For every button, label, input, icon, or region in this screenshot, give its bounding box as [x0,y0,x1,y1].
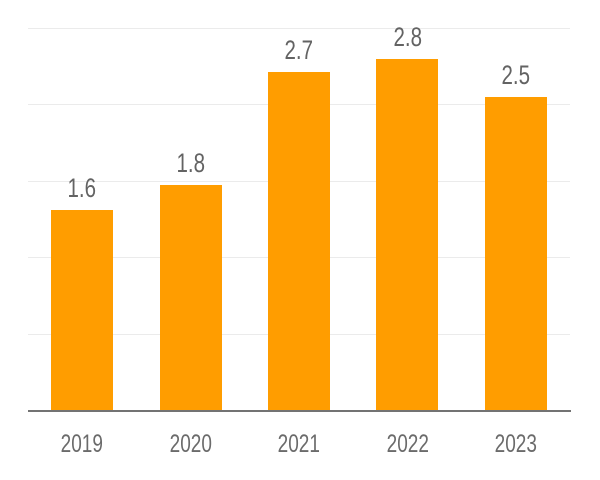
bar-2021 [267,71,330,410]
value-label-text: 2.7 [284,34,314,65]
x-label-2022: 2022 [353,432,461,457]
bar-band-2021: 2.7 [245,0,353,410]
bar-2022 [376,59,439,410]
value-label-text: 2.8 [393,22,422,53]
x-label-2019: 2019 [28,432,136,457]
value-label-text: 1.6 [67,172,97,203]
x-label-2020: 2020 [136,432,244,457]
bar-band-2019: 1.6 [28,0,136,410]
x-label-text: 2023 [494,430,537,458]
bar-band-2022: 2.8 [353,0,461,410]
bar-band-2020: 1.8 [136,0,244,410]
value-label-2023: 2.5 [497,59,535,90]
x-axis-line [28,410,571,412]
value-label-2020: 1.8 [172,147,210,178]
value-label-text: 1.8 [176,147,205,178]
x-label-text: 2020 [169,430,212,458]
x-label-text: 2021 [277,430,321,458]
value-label-2019: 1.6 [63,172,101,203]
bar-2019 [51,209,114,410]
value-label-text: 2.5 [501,59,531,90]
x-label-text: 2019 [61,430,104,458]
gridline [28,28,570,29]
bar-2023 [484,96,547,410]
value-label-2022: 2.8 [389,24,427,51]
x-label-2021: 2021 [245,432,353,457]
x-label-2023: 2023 [462,432,570,457]
value-label-2021: 2.7 [280,34,318,65]
x-label-text: 2022 [386,430,429,458]
bar-band-2023: 2.5 [462,0,570,410]
bar-2020 [159,184,222,410]
